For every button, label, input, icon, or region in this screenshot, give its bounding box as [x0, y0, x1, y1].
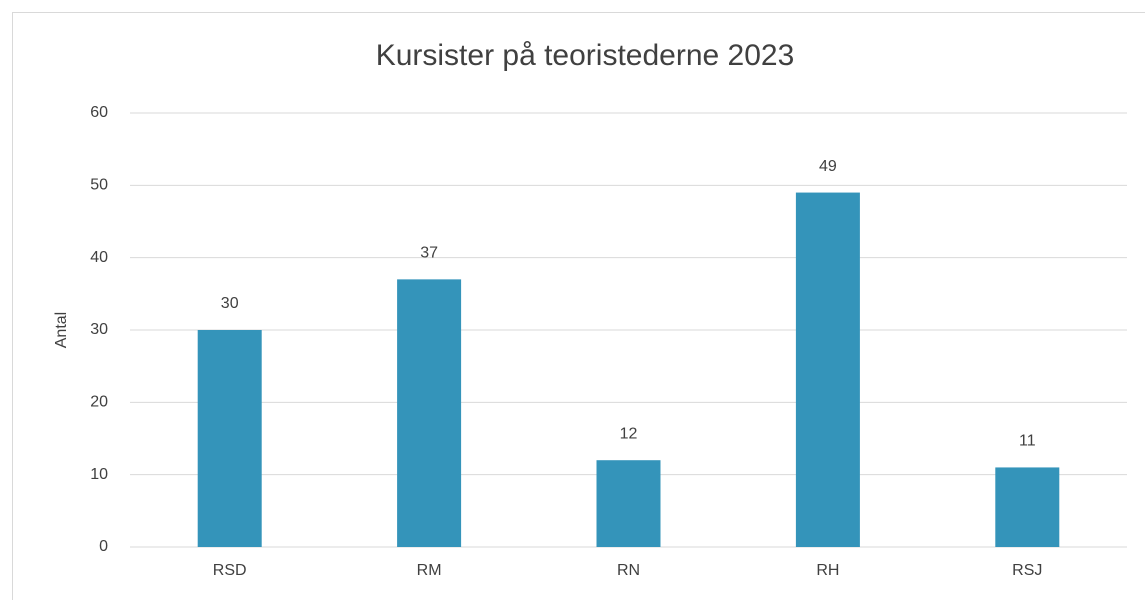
y-tick-label: 10: [90, 466, 108, 483]
chart-title: Kursister på teoristederne 2023: [376, 39, 795, 72]
y-tick-label: 60: [90, 104, 108, 121]
x-tick-label: RSJ: [1012, 562, 1042, 579]
chart-border: [12, 12, 1145, 600]
bar: [995, 467, 1060, 547]
y-tick-label: 20: [90, 394, 108, 411]
y-tick-label: 30: [90, 321, 108, 338]
bar: [795, 192, 860, 548]
y-tick-label: 0: [99, 538, 108, 555]
y-axis-label: Antal: [53, 312, 70, 348]
bar: [596, 460, 661, 547]
x-tick-label: RM: [417, 562, 442, 579]
x-tick-label: RSD: [213, 562, 247, 579]
data-label: 49: [819, 158, 837, 175]
y-tick-label: 40: [90, 249, 108, 266]
data-label: 37: [420, 245, 438, 262]
bar: [197, 330, 262, 547]
data-label: 11: [1019, 433, 1036, 450]
x-tick-label: RN: [617, 562, 640, 579]
y-tick-label: 50: [90, 177, 108, 194]
data-label: 30: [221, 295, 239, 312]
bar: [397, 279, 462, 547]
data-label: 12: [620, 425, 638, 442]
x-tick-label: RH: [816, 562, 839, 579]
